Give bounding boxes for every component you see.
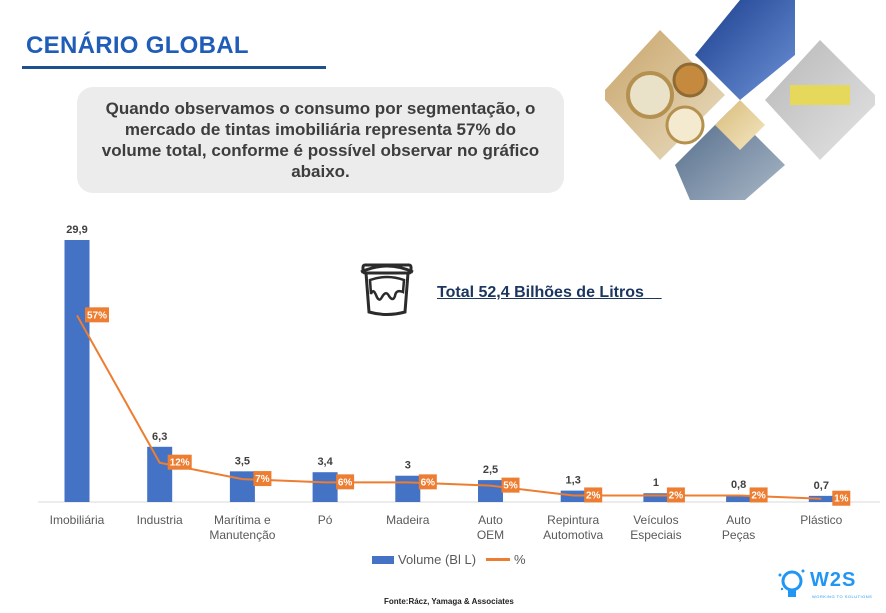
category-label: Auto	[726, 513, 751, 527]
legend-label-percent: %	[514, 552, 526, 567]
percent-label-box	[336, 474, 355, 490]
bar-value-label: 29,9	[66, 224, 87, 236]
percent-label: 57%	[87, 310, 107, 321]
percent-label-box	[85, 307, 109, 323]
legend-swatch-percent	[486, 558, 511, 561]
category-label: Marítima e	[214, 513, 271, 527]
title-underline	[22, 66, 326, 69]
percent-label-box	[501, 477, 520, 493]
category-label: Especiais	[630, 528, 681, 542]
category-label: OEM	[477, 528, 504, 542]
percent-label-box	[253, 471, 272, 487]
bar-value-label: 1	[653, 477, 659, 489]
percent-label-box	[666, 487, 685, 503]
percent-label-box	[418, 474, 437, 490]
callout-text: Quando observamos o consumo por segmenta…	[101, 99, 540, 181]
paint-bucket-icon	[360, 263, 414, 316]
category-label: Repintura	[547, 513, 599, 527]
bar	[726, 494, 752, 502]
category-label: Pó	[318, 513, 333, 527]
percent-label: 1%	[834, 494, 849, 505]
chart-legend: Volume (Bl L) %	[372, 552, 526, 567]
bar-value-label: 3	[405, 460, 411, 472]
category-label: Automotiva	[543, 528, 603, 542]
bar	[478, 480, 503, 502]
bar	[229, 471, 255, 502]
page-title: CENÁRIO GLOBAL	[26, 32, 249, 59]
collage-tile-wood	[715, 100, 765, 150]
bar-value-label: 6,3	[152, 431, 167, 443]
source-note: Fonte:Rácz, Yamaga & Associates	[384, 597, 514, 606]
category-label: Auto	[478, 513, 503, 527]
percent-label-box	[749, 487, 768, 503]
category-label: Madeira	[386, 513, 430, 527]
bar-value-label: 2,5	[483, 464, 498, 476]
percent-label: 2%	[751, 490, 766, 501]
photo-collage	[605, 0, 875, 200]
logo-subtitle: WORKING TO SOLUTIONS	[812, 594, 873, 599]
bar-value-label: 1,3	[566, 475, 581, 487]
percent-label: 7%	[255, 474, 270, 485]
category-label: Industria	[137, 513, 183, 527]
lightbulb-icon	[778, 569, 805, 597]
legend-label-volume: Volume (Bl L)	[398, 552, 477, 567]
percent-label: 6%	[338, 477, 353, 488]
category-label: Veículos	[633, 513, 678, 527]
legend-swatch-volume	[372, 555, 394, 564]
percent-label: 5%	[503, 481, 518, 492]
category-label: Peças	[722, 528, 755, 542]
bar	[808, 495, 834, 502]
bar-value-label: 0,7	[814, 480, 829, 492]
bar	[312, 472, 338, 502]
category-label: Manutenção	[209, 528, 275, 542]
category-label: Imobiliária	[50, 513, 105, 527]
bar	[395, 475, 421, 502]
bar	[64, 240, 90, 502]
category-label: Plástico	[800, 513, 842, 527]
percent-label: 2%	[669, 490, 684, 501]
percent-label: 12%	[170, 458, 190, 469]
total-volume-label: Total 52,4 Bilhões de Litros	[437, 284, 662, 301]
percent-label-box	[832, 490, 851, 506]
collage-tile-industrial	[695, 0, 795, 100]
percent-label: 6%	[421, 477, 436, 488]
percent-label-box	[167, 454, 192, 470]
bar-value-label: 0,8	[731, 479, 746, 491]
callout-box: Quando observamos o consumo por segmenta…	[77, 87, 564, 193]
bar-value-label: 3,4	[317, 456, 333, 468]
collage-tile-car	[675, 110, 785, 200]
logo-text: W2S	[810, 569, 857, 591]
percent-label: 2%	[586, 490, 601, 501]
percent-series-line	[76, 314, 822, 500]
bar-value-label: 3,5	[235, 455, 250, 467]
bar	[643, 493, 669, 502]
percent-label-box	[584, 487, 603, 503]
